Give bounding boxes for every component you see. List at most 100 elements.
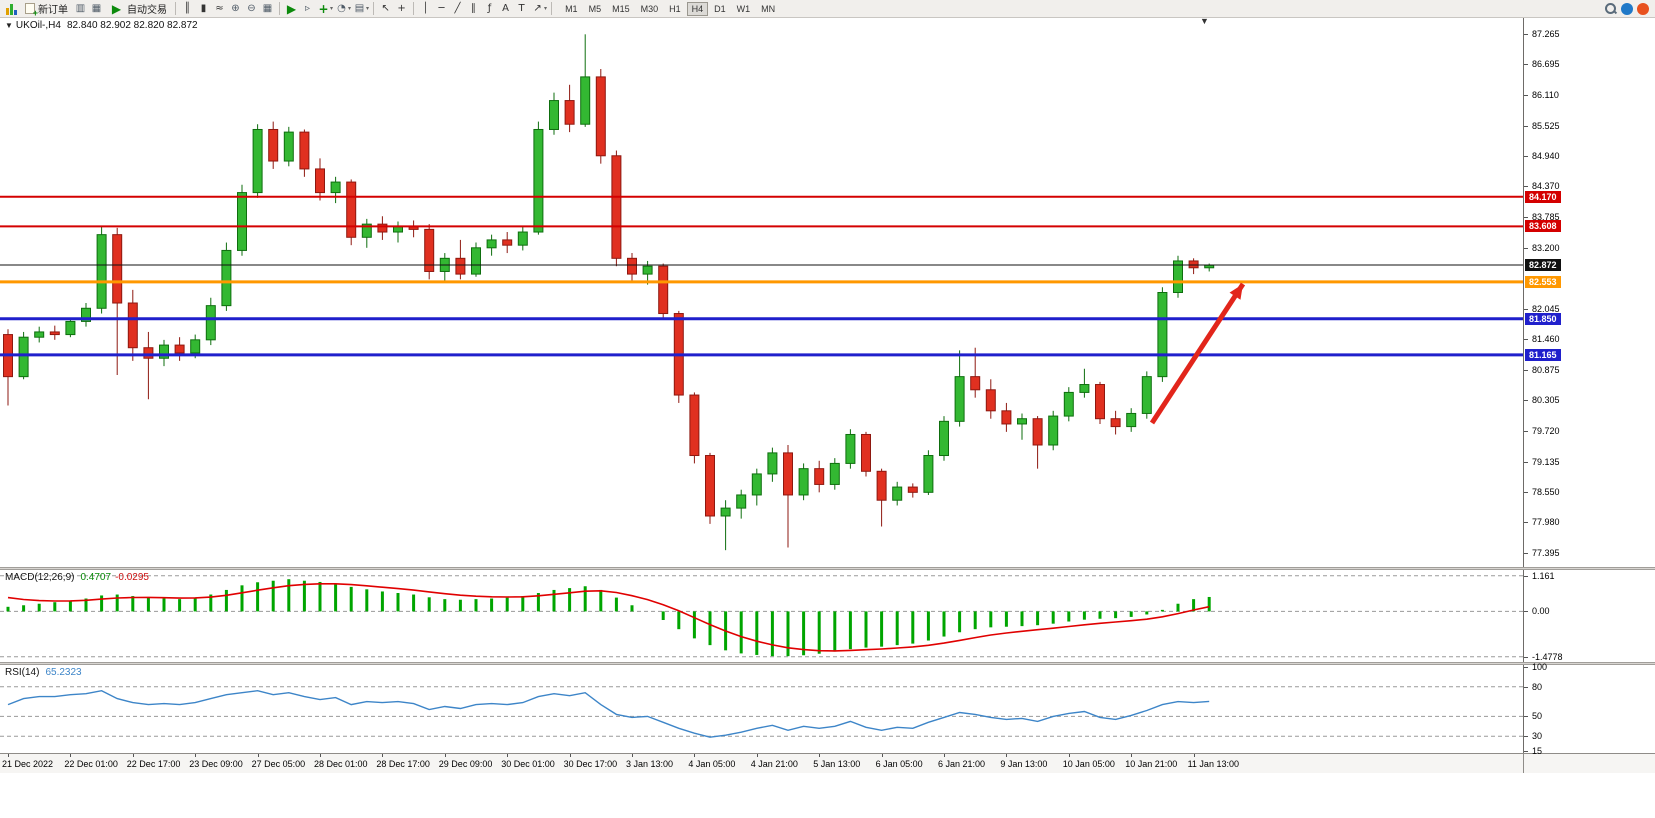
trendline-tool-icon[interactable]: ╱ — [454, 3, 461, 14]
time-label: 4 Jan 05:00 — [688, 759, 736, 769]
axis-tick — [1524, 125, 1528, 127]
timeframe-button-h4[interactable]: H4 — [686, 1, 709, 16]
axis-label: 77.980 — [1532, 517, 1560, 528]
timeframe-button-w1[interactable]: W1 — [732, 2, 756, 16]
channel-tool-icon[interactable]: ∥ — [471, 3, 477, 14]
axis-tick — [1524, 666, 1528, 668]
indicators-dropdown-icon[interactable]: ▾ — [330, 6, 334, 12]
horizontal-line-tool-icon[interactable]: ─ — [438, 3, 445, 14]
timeframe-button-m15[interactable]: M15 — [607, 2, 635, 16]
axis-label: 77.395 — [1532, 548, 1560, 559]
chart-title-row: ▼ UKOil-,H4 82.840 82.902 82.820 82.872 — [5, 20, 198, 31]
rsi-chart[interactable] — [0, 665, 1523, 753]
one-click-trading-toggle-icon[interactable]: ▼ — [5, 21, 13, 30]
new-order-button[interactable]: 新订单 — [21, 1, 72, 18]
notifications-icon[interactable] — [1637, 2, 1649, 15]
toolbar-right-group — [1604, 2, 1652, 15]
panel-splitter[interactable] — [0, 662, 1655, 665]
market-watch-icon[interactable]: ▥ — [75, 3, 86, 14]
charts-icon[interactable]: ▦ — [91, 3, 102, 14]
time-tick — [569, 754, 571, 757]
cursor-icon[interactable]: ↖ — [381, 3, 390, 14]
template-icon[interactable]: ▤ — [354, 3, 365, 14]
candlestick-chart-icon[interactable]: ▮ — [200, 3, 207, 14]
price-plot[interactable]: ▼ UKOil-,H4 82.840 82.902 82.820 82.872 ▼ — [0, 18, 1523, 567]
auto-scroll-icon[interactable]: ▶ — [286, 1, 297, 16]
crosshair-icon[interactable]: + — [397, 3, 406, 14]
axis-tick — [1524, 64, 1528, 65]
ohlc-values: 82.840 82.902 82.820 82.872 — [66, 20, 198, 31]
text-tool-icon[interactable]: A — [502, 3, 509, 14]
template-dropdown-icon[interactable]: ▾ — [366, 6, 370, 12]
timeframe-toolbar: M1 M5 M15 M30 H1 H4 D1 W1 MN — [560, 1, 780, 16]
axis-tick — [1524, 370, 1528, 372]
candlestick-chart[interactable] — [0, 18, 1523, 567]
ohlc-bars-icon[interactable]: ║ — [184, 3, 191, 14]
time-label: 5 Jan 13:00 — [813, 759, 861, 769]
time-label: 30 Dec 01:00 — [501, 759, 555, 769]
price-tag: 81.850 — [1525, 312, 1561, 325]
axis-label: 50 — [1532, 711, 1543, 722]
time-axis-labels[interactable]: 21 Dec 2022 22 Dec 01:00 22 Dec 17:00 23 De… — [0, 754, 1523, 773]
time-tick — [1131, 754, 1133, 757]
toolbar-separator — [373, 2, 375, 15]
macd-chart[interactable] — [0, 570, 1523, 662]
time-tick — [944, 754, 945, 757]
timeframe-button-mn[interactable]: MN — [756, 2, 780, 16]
macd-label: MACD(12,26,9) — [5, 572, 75, 583]
app-logo-icon — [6, 3, 17, 15]
arrow-tool-dropdown-icon[interactable]: ▾ — [544, 6, 548, 12]
rsi-title-row: RSI(14) 65.2323 — [5, 667, 82, 678]
community-icon[interactable] — [1621, 2, 1633, 15]
time-tick — [632, 754, 633, 757]
indicators-icon[interactable]: + — [318, 1, 329, 16]
chart-area: ▼ UKOil-,H4 82.840 82.902 82.820 82.872 ▼ … — [0, 18, 1655, 818]
chart-shift-marker-icon[interactable]: ▼ — [1200, 18, 1209, 26]
axis-label: 79.720 — [1532, 425, 1560, 436]
price-tag: 82.553 — [1525, 275, 1561, 288]
timeframe-button-m5[interactable]: M5 — [584, 2, 607, 16]
new-order-icon — [25, 3, 38, 18]
macd-plot[interactable]: MACD(12,26,9) 0.4707 -0.0295 — [0, 570, 1523, 662]
search-icon[interactable] — [1604, 2, 1617, 15]
panel-splitter[interactable] — [0, 567, 1655, 570]
text-label-tool-icon[interactable]: T — [518, 3, 525, 14]
toolbar-separator — [279, 2, 280, 15]
time-label: 6 Jan 05:00 — [875, 759, 923, 769]
autotrading-button[interactable]: ▶ 自动交易 — [105, 1, 171, 17]
axis-label: 0.00 — [1532, 606, 1550, 617]
timeframe-button-m1[interactable]: M1 — [560, 2, 583, 16]
axis-tick — [1524, 308, 1528, 310]
timeframe-button-d1[interactable]: D1 — [709, 2, 731, 16]
tile-windows-icon[interactable]: ▦ — [262, 3, 273, 14]
time-label: 22 Dec 01:00 — [64, 759, 118, 769]
line-chart-icon[interactable]: ≈ — [215, 3, 224, 14]
axis-tick — [1524, 186, 1528, 188]
price-chart-panel: ▼ UKOil-,H4 82.840 82.902 82.820 82.872 ▼ … — [0, 18, 1655, 567]
axis-label: 30 — [1532, 731, 1543, 742]
axis-tick — [1524, 553, 1528, 555]
vertical-line-tool-icon[interactable]: │ — [422, 3, 429, 14]
axis-tick — [1524, 339, 1528, 341]
timeframe-button-m30[interactable]: M30 — [636, 2, 664, 16]
axis-tick — [1524, 611, 1528, 613]
axis-tick — [1524, 522, 1528, 524]
fibonacci-tool-icon[interactable]: ƒ — [487, 3, 492, 14]
time-tick — [195, 754, 197, 757]
new-order-label: 新订单 — [38, 5, 68, 16]
rsi-plot[interactable]: RSI(14) 65.2323 — [0, 665, 1523, 753]
price-tag: 82.872 — [1525, 259, 1561, 272]
periods-dropdown-icon[interactable]: ▾ — [348, 6, 352, 12]
timeframe-button-h1[interactable]: H1 — [664, 2, 686, 16]
axis-tick — [1524, 492, 1528, 494]
periods-clock-icon[interactable]: ◔ — [337, 3, 346, 14]
time-label: 28 Dec 17:00 — [376, 759, 430, 769]
price-tag: 81.165 — [1525, 348, 1561, 361]
zoom-out-icon[interactable]: ⊖ — [247, 3, 256, 14]
autotrading-icon: ▶ — [111, 1, 122, 16]
time-axis-corner — [1523, 754, 1655, 773]
zoom-in-icon[interactable]: ⊕ — [231, 3, 240, 14]
chart-shift-icon[interactable]: ▹ — [304, 3, 311, 14]
arrow-tool-icon[interactable]: ↗ — [533, 3, 542, 14]
